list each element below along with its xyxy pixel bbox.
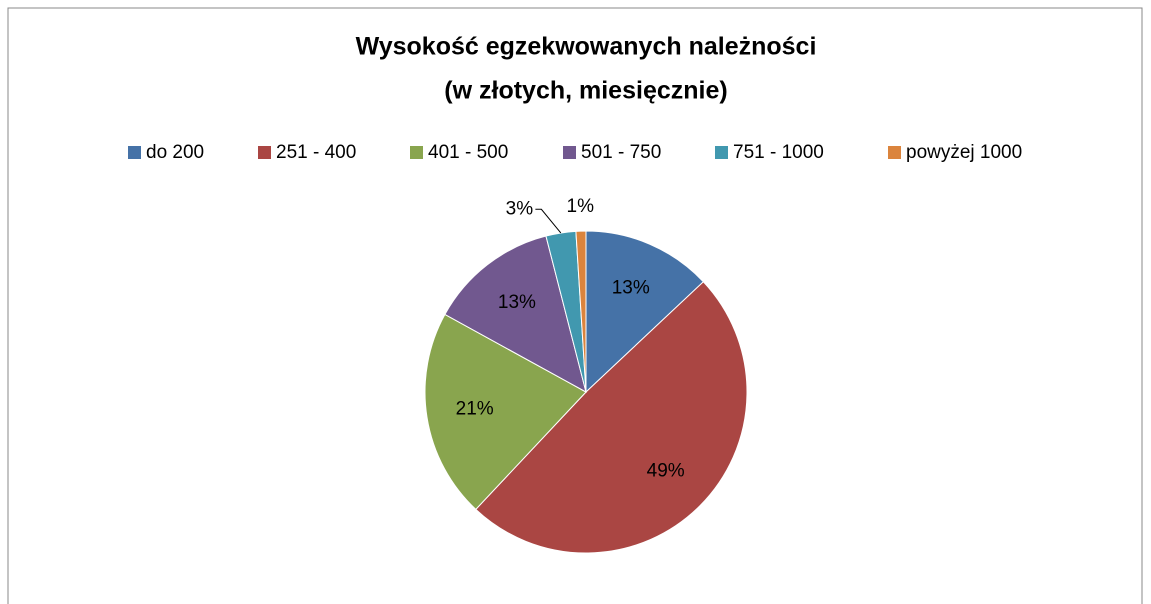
data-label: 13% [612,278,650,299]
legend-label: 751 - 1000 [733,142,824,163]
legend-swatch [128,146,141,159]
chart-title: (w złotych, miesięcznie) [444,77,727,105]
data-label: 3% [506,198,534,219]
pie-slice [575,230,587,393]
data-label: 49% [647,461,685,482]
legend-swatch [410,146,423,159]
data-label: 1% [567,196,595,217]
leader-line [535,208,562,234]
legend-swatch [715,146,728,159]
chart-frame [7,7,1143,604]
pie-slice [424,313,587,511]
legend-label: powyżej 1000 [906,142,1022,163]
data-label: 13% [498,292,536,313]
legend-swatch [888,146,901,159]
legend-label: 501 - 750 [581,142,661,163]
chart-title: Wysokość egzekwowanych należności [356,33,817,61]
pie-slice [444,235,587,393]
legend-label: do 200 [146,142,204,163]
legend-label: 401 - 500 [428,142,508,163]
pie-slice [475,281,748,554]
legend-swatch [258,146,271,159]
data-label: 21% [456,399,494,420]
legend-label: 251 - 400 [276,142,356,163]
pie-slice [585,230,705,394]
legend-swatch [563,146,576,159]
